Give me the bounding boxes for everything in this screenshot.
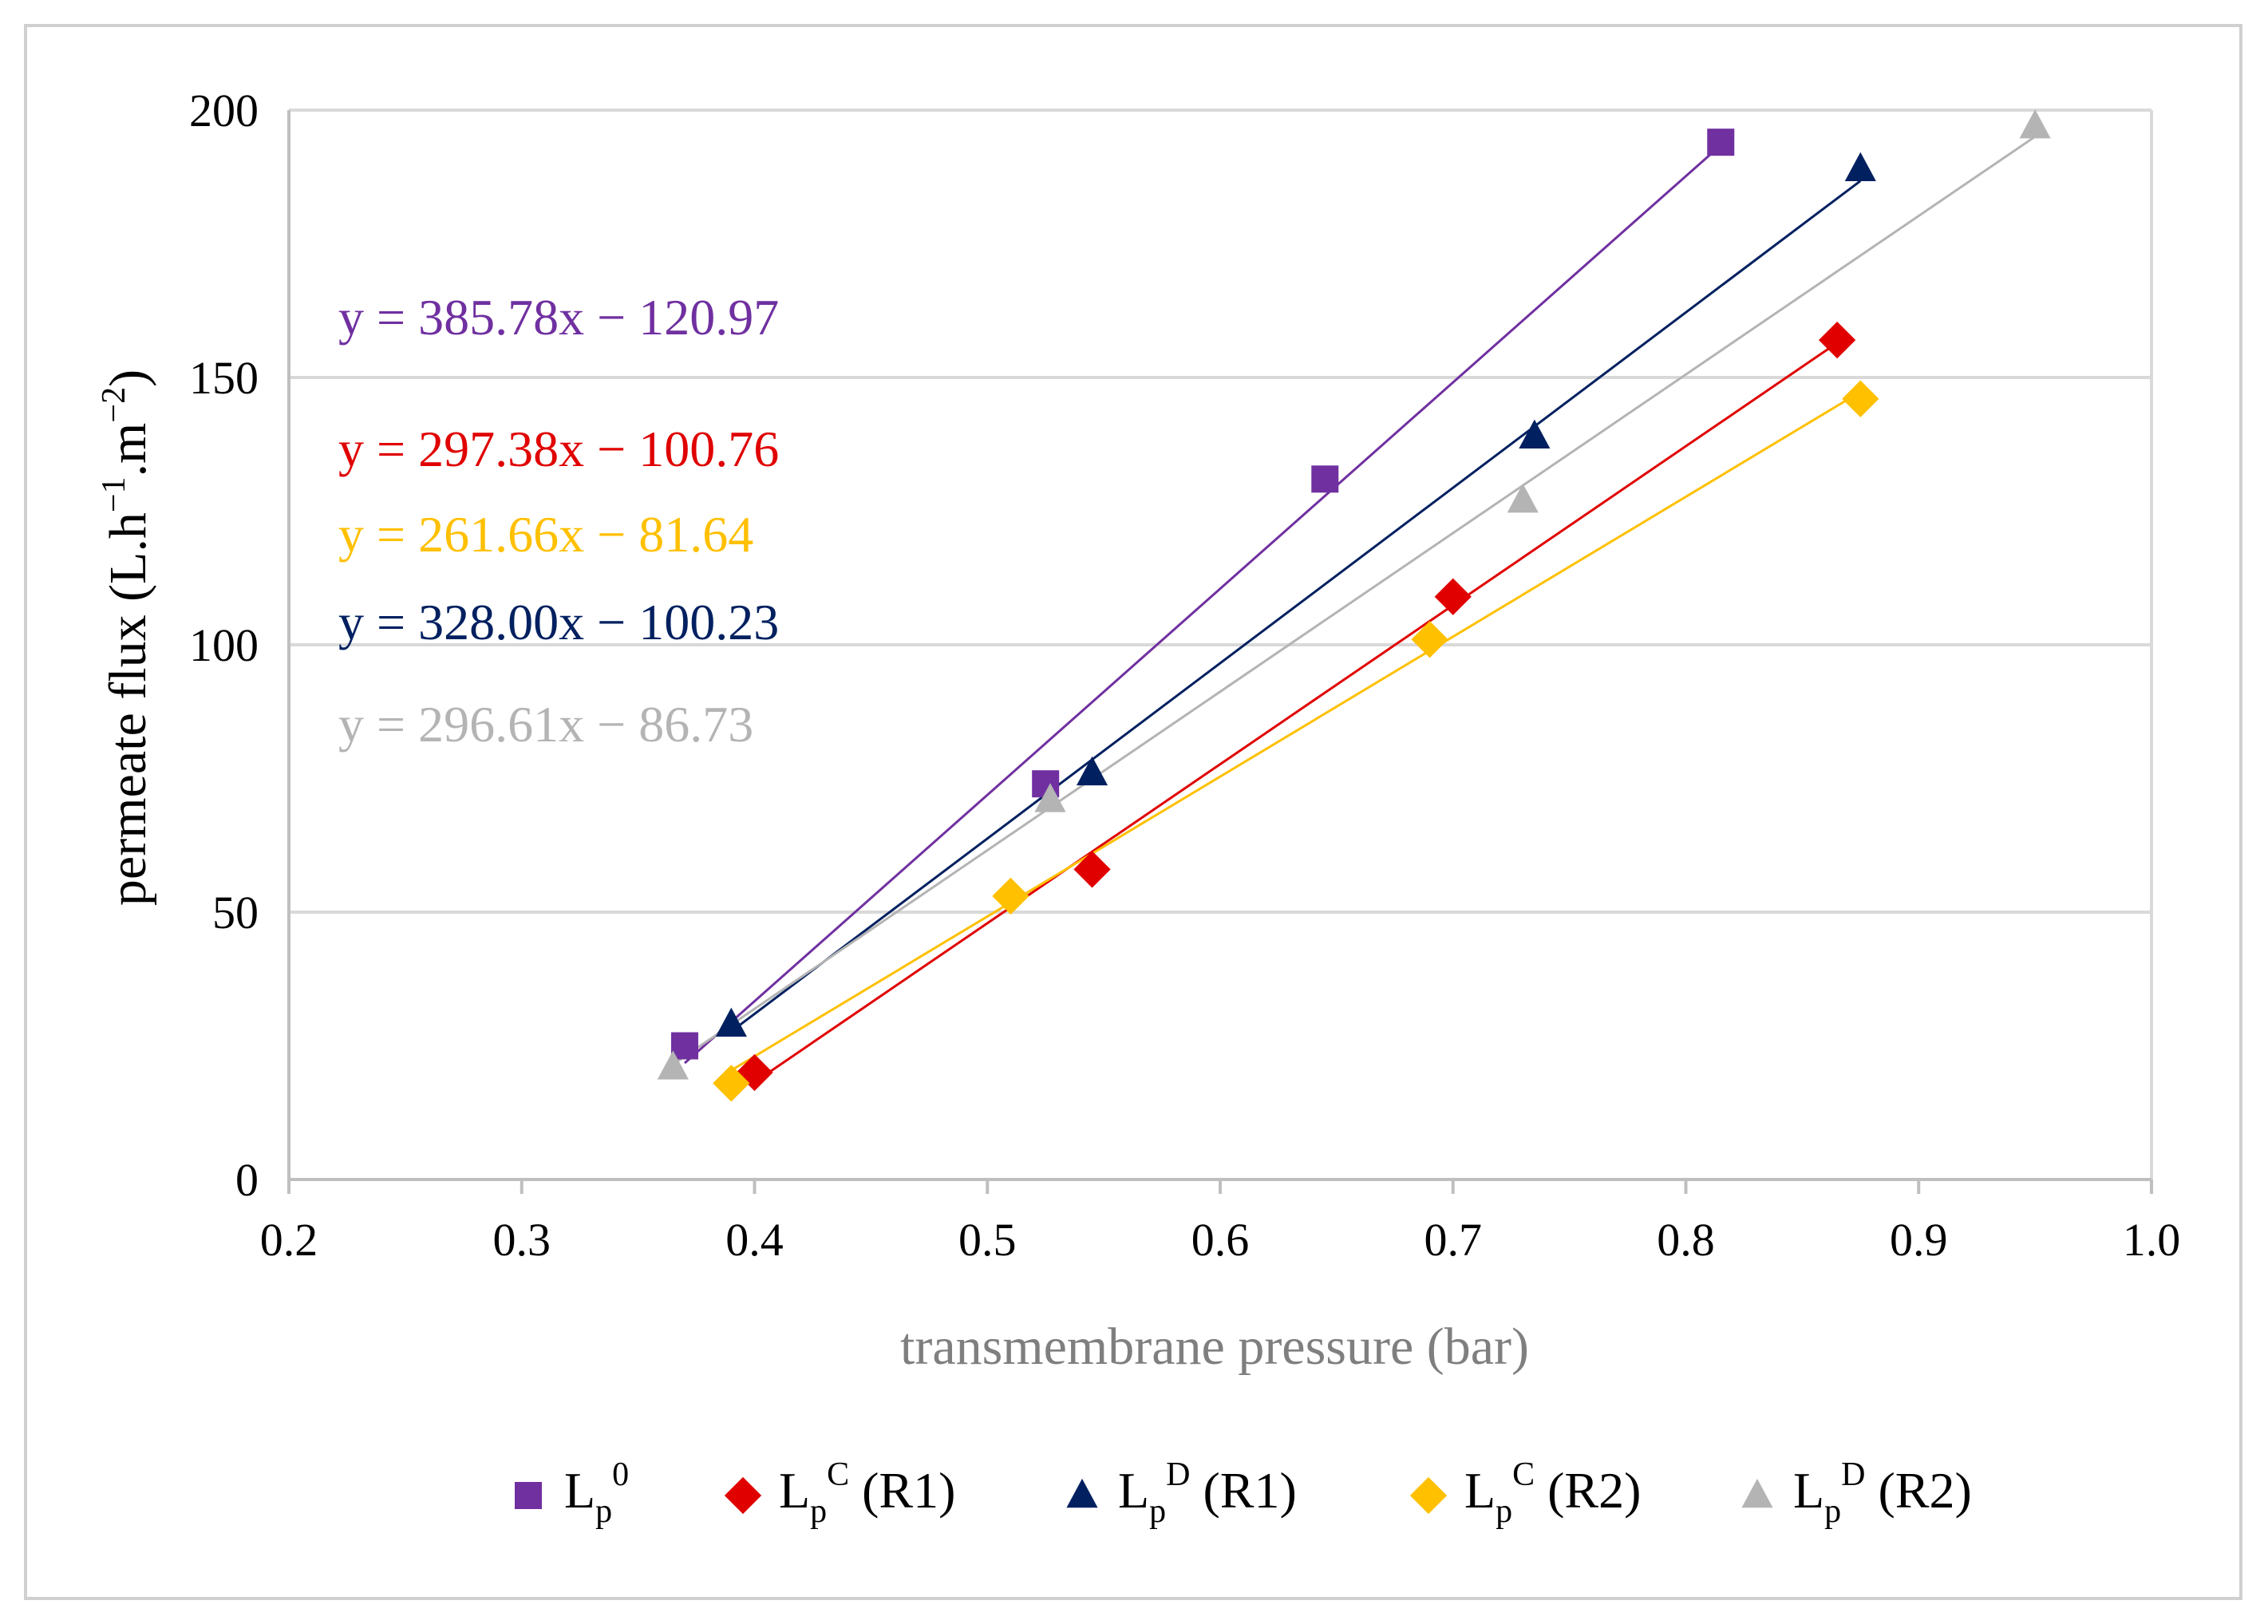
legend-marker-series-4 [1741,1478,1773,1508]
data-point-series-1 [736,1053,773,1092]
equation-label-series-3: y = 261.66x − 81.64 [338,506,753,563]
x-tick-label: 0.6 [1191,1214,1250,1266]
legend-item-series-4: LpD (R2) [1741,1456,1972,1530]
data-point-series-2 [1076,756,1108,786]
y-tick-label: 0 [235,1154,259,1206]
data-point-series-4 [1034,783,1066,812]
x-tick-label: 0.3 [493,1214,551,1266]
equation-label-series-4: y = 296.61x − 86.73 [338,696,753,753]
legend-item-series-0: Lp0 [515,1456,629,1530]
data-point-series-3 [713,1065,750,1102]
trendline-series-4 [672,135,2036,1065]
y-tick-label: 150 [189,352,259,404]
x-tick-label: 0.9 [1890,1214,1948,1266]
legend-marker-series-2 [1066,1478,1098,1508]
legend-marker-series-3 [1409,1476,1448,1515]
data-point-series-3 [1842,380,1879,417]
equation-label-series-1: y = 297.38x − 100.76 [338,421,779,477]
data-point-series-2 [1519,419,1551,448]
trendlines [672,135,2036,1084]
data-point-series-1 [1819,321,1856,359]
data-point-series-0 [1311,465,1339,493]
axes [287,110,2153,1194]
x-tick-label: 1.0 [2123,1214,2181,1266]
equation-labels: y = 385.78x − 120.97 y = 297.38x − 100.76… [338,289,779,753]
legend-item-series-2: LpD (R1) [1066,1456,1297,1530]
x-tick-label: 0.7 [1424,1214,1483,1266]
legend-label-series-4: LpD (R2) [1793,1456,1972,1530]
equation-label-series-0: y = 385.78x − 120.97 [338,289,779,346]
equation-label-series-2: y = 328.00x − 100.23 [338,594,779,650]
y-tick-label: 50 [212,887,259,938]
data-point-series-3 [1411,621,1448,658]
legend-label-series-2: LpD (R1) [1118,1456,1297,1530]
x-tick-label: 0.4 [725,1214,784,1266]
y-axis-label-mid: .m [99,423,157,477]
legend-item-series-3: LpC (R2) [1409,1456,1641,1530]
chart-svg: 0.2 0.3 0.4 0.5 0.6 0.7 0.8 0.9 1.0 0 50 100 150 200… [96,85,2181,1530]
data-points [657,109,2051,1102]
data-point-series-4 [1507,484,1539,513]
x-tick-labels: 0.2 0.3 0.4 0.5 0.6 0.7 0.8 0.9 1.0 [260,1214,2181,1266]
chart-frame: 0.2 0.3 0.4 0.5 0.6 0.7 0.8 0.9 1.0 0 50 100 150 200… [24,24,2242,1600]
y-axis-label-exp2: −2 [96,387,132,423]
data-point-series-1 [1434,578,1472,615]
y-tick-label: 100 [189,619,259,671]
data-point-series-2 [1844,152,1876,181]
y-axis-label-exp1: −1 [96,476,132,512]
legend-marker-series-1 [724,1476,762,1515]
y-tick-labels: 0 50 100 150 200 [189,85,259,1206]
legend: Lp0 LpC (R1) LpD (R1) LpC (R2) LpD (R2) [515,1456,1972,1530]
x-tick-label: 0.8 [1657,1214,1715,1266]
y-axis-label: permeate flux (L.h−1.m−2) [96,369,157,906]
x-axis-label: transmembrane pressure (bar) [900,1318,1529,1376]
legend-label-series-0: Lp0 [564,1456,629,1530]
legend-label-series-3: LpC (R2) [1464,1456,1641,1530]
data-point-series-0 [670,1032,698,1060]
trendline-series-2 [730,180,1862,1033]
y-axis-label-end: ) [99,369,157,387]
x-tick-label: 0.5 [958,1214,1017,1266]
gridlines [289,109,2151,914]
data-point-series-4 [2019,109,2051,139]
legend-marker-series-0 [515,1482,542,1509]
data-point-series-0 [1707,128,1735,156]
data-point-series-4 [657,1050,689,1080]
legend-item-series-1: LpC (R1) [724,1456,955,1530]
x-tick-label: 0.2 [260,1214,318,1266]
data-point-series-2 [715,1007,747,1037]
legend-label-series-1: LpC (R1) [779,1456,955,1530]
trendline-series-1 [753,342,1838,1084]
y-axis-label-main: permeate flux (L.h [99,512,157,906]
trendline-series-0 [683,144,1722,1065]
data-point-series-3 [992,877,1029,915]
y-tick-label: 200 [189,85,259,136]
trendline-series-3 [730,390,1862,1072]
data-point-series-1 [1073,851,1111,888]
